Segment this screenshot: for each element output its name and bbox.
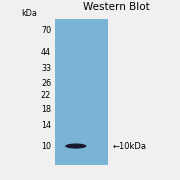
Ellipse shape	[65, 143, 86, 149]
Text: 10: 10	[41, 141, 51, 150]
Text: 70: 70	[41, 26, 51, 35]
Text: 18: 18	[41, 105, 51, 114]
Text: 26: 26	[41, 79, 51, 88]
Text: Western Blot: Western Blot	[83, 2, 150, 12]
Bar	[55, 19, 108, 165]
Text: ←10kDa: ←10kDa	[112, 141, 146, 150]
Text: kDa: kDa	[21, 8, 37, 17]
Text: 14: 14	[41, 121, 51, 130]
Text: 22: 22	[41, 91, 51, 100]
Text: 44: 44	[41, 48, 51, 57]
Text: 33: 33	[41, 64, 51, 73]
